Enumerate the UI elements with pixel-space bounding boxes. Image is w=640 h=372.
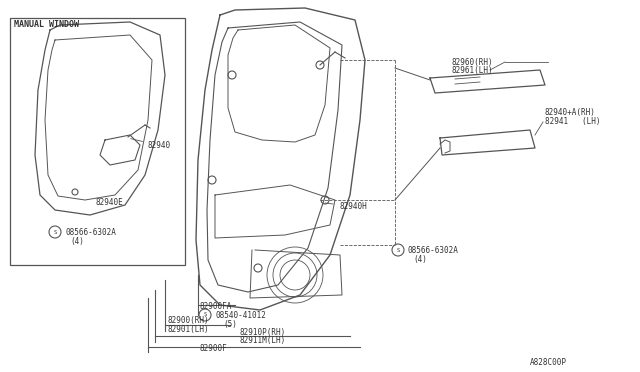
Text: S: S xyxy=(204,312,207,317)
Text: 82940+A(RH): 82940+A(RH) xyxy=(545,108,596,117)
Text: MANUAL WINDOW: MANUAL WINDOW xyxy=(14,20,79,29)
Bar xyxy=(10,18,185,265)
Text: 08566-6302A: 08566-6302A xyxy=(408,246,459,255)
Text: S: S xyxy=(396,247,399,253)
Text: 82941   (LH): 82941 (LH) xyxy=(545,117,600,126)
Text: 82900FA: 82900FA xyxy=(200,302,232,311)
Text: 82960(RH): 82960(RH) xyxy=(452,58,493,67)
Text: 82940: 82940 xyxy=(131,139,171,150)
Text: 82961(LH): 82961(LH) xyxy=(452,66,493,75)
Text: 82900F: 82900F xyxy=(200,344,228,353)
Text: 82940E: 82940E xyxy=(95,198,123,207)
Text: (5): (5) xyxy=(223,320,237,329)
Text: 82901(LH): 82901(LH) xyxy=(168,325,210,334)
Text: 08540-41012: 08540-41012 xyxy=(215,311,266,320)
Text: A828C00P: A828C00P xyxy=(530,358,567,367)
Text: 82900(RH): 82900(RH) xyxy=(168,316,210,325)
Text: 08566-6302A: 08566-6302A xyxy=(65,228,116,237)
Text: 82910P(RH): 82910P(RH) xyxy=(240,328,286,337)
Text: (4): (4) xyxy=(70,237,84,246)
Text: 82911M(LH): 82911M(LH) xyxy=(240,336,286,345)
Text: 82940H: 82940H xyxy=(340,202,368,211)
Text: (4): (4) xyxy=(413,255,427,264)
Text: S: S xyxy=(53,230,56,234)
